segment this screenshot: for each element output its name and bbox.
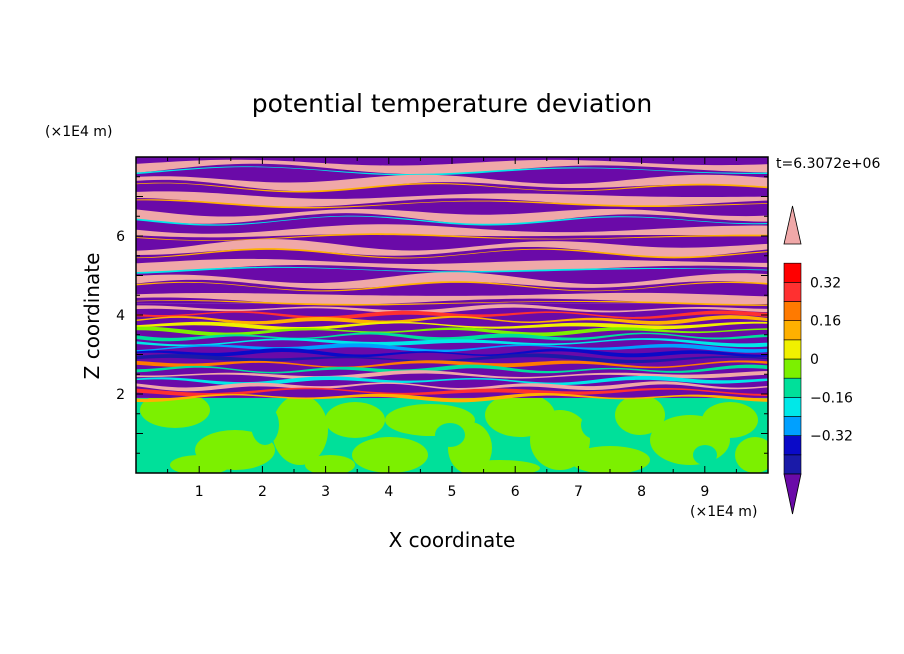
mid-layer-band: [136, 321, 768, 331]
low-layer-blob: [693, 445, 717, 465]
colorbar-tick-label: 0.32: [810, 275, 841, 291]
chart-title: potential temperature deviation: [252, 89, 652, 118]
colorbar-swatch: [783, 301, 802, 321]
upper-layer-band: [136, 258, 768, 273]
low-layer-blob: [570, 446, 650, 473]
y-axis: 2 4 6: [116, 176, 768, 454]
contour-field: [136, 157, 768, 473]
upper-layer-band: [136, 224, 768, 238]
upper-layer-band: [136, 174, 768, 192]
low-layer-blob: [460, 460, 540, 473]
upper-layer-band: [136, 272, 768, 289]
low-layer-blob: [325, 402, 385, 438]
upper-layer-streak: [136, 233, 768, 241]
low-layer-blob: [702, 402, 758, 438]
colorbar-swatch: [783, 320, 802, 341]
y-unit-label: (×1E4 m): [45, 124, 112, 140]
x-tick-label: 4: [384, 484, 393, 500]
upper-layer-streak: [136, 266, 768, 274]
colorbar-min-extension: [783, 473, 802, 515]
mid-layer-band: [136, 360, 768, 369]
colorbar-tick-label: −0.16: [810, 390, 853, 406]
mid-layer-band: [136, 304, 768, 314]
upper-layer-band: [136, 292, 768, 305]
colorbar-swatch: [783, 262, 802, 283]
low-layer-blob: [170, 455, 230, 473]
y-tick-label: 6: [116, 229, 125, 245]
colorbar-swatch: [783, 416, 802, 436]
upper-layer-band: [136, 191, 768, 207]
colorbar-swatch: [783, 454, 802, 475]
low-layer-blob: [435, 423, 465, 447]
y-tick-label: 2: [116, 387, 125, 403]
low-layer-blob: [272, 395, 328, 465]
low-layer-blob: [251, 405, 279, 445]
low-layer-blob: [305, 455, 355, 473]
mid-layer-band: [136, 370, 768, 380]
x-tick-label: 6: [511, 484, 520, 500]
time-label: t=6.3072e+06: [776, 156, 880, 172]
mid-layer-band: [136, 381, 768, 392]
upper-layer-band: [136, 208, 768, 225]
upper-layer-band: [136, 159, 768, 175]
colorbar-swatch: [783, 435, 802, 456]
colorbar-tick-label: −0.32: [810, 429, 853, 445]
colorbar-swatch: [783, 397, 802, 417]
mid-layer-band: [136, 364, 768, 374]
colorbar-swatch: [783, 282, 802, 302]
low-layer-blob: [352, 437, 428, 473]
mid-layer-band: [136, 375, 768, 386]
mid-layer-band: [136, 310, 768, 320]
mid-layer-band: [136, 353, 768, 364]
low-layer-blob: [581, 411, 609, 439]
x-tick-label: 3: [321, 484, 330, 500]
colorbar-swatch: [783, 358, 802, 379]
mid-layer-band: [136, 387, 768, 397]
x-tick-label: 7: [574, 484, 583, 500]
x-unit-label: (×1E4 m): [690, 504, 757, 520]
mid-layer-band: [136, 315, 768, 325]
x-axis-label: X coordinate: [389, 528, 516, 552]
low-layer-blob: [615, 395, 665, 435]
mid-layer-band: [136, 348, 768, 358]
upper-layer-band: [136, 239, 768, 258]
y-tick-label: 4: [116, 308, 125, 324]
x-axis: 1 2 3 4 5 6 7 8 9: [167, 157, 737, 500]
colorbar-tick-label: 0.16: [810, 314, 841, 330]
low-layer-blob: [735, 437, 768, 473]
upper-layer-streak: [136, 281, 768, 292]
upper-layer-streak: [136, 199, 768, 209]
upper-layer-streak: [136, 215, 768, 226]
colorbar: 0.32 0.16 0 −0.16 −0.32: [783, 205, 853, 515]
upper-layer-streak: [136, 300, 768, 306]
x-tick-label: 1: [195, 484, 204, 500]
colorbar-max-extension: [783, 205, 802, 245]
upper-layer-streak: [136, 182, 768, 193]
y-axis-label: Z coordinate: [80, 253, 104, 380]
upper-layer-streak: [136, 166, 768, 176]
x-tick-label: 2: [258, 484, 267, 500]
colorbar-swatch: [783, 377, 802, 398]
x-tick-label: 9: [700, 484, 709, 500]
x-tick-label: 5: [448, 484, 457, 500]
mid-layer-band: [136, 326, 768, 337]
mid-layer-band: [136, 393, 768, 403]
mid-layer-band: [136, 338, 768, 348]
colorbar-tick-label: 0: [810, 352, 819, 368]
x-tick-label: 8: [637, 484, 646, 500]
mid-layer-band: [136, 343, 768, 353]
colorbar-swatch: [783, 339, 802, 360]
